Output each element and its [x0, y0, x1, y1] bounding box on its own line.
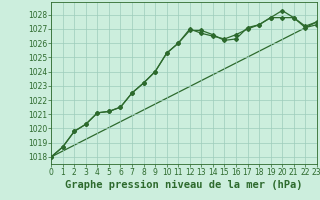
- X-axis label: Graphe pression niveau de la mer (hPa): Graphe pression niveau de la mer (hPa): [65, 180, 303, 190]
